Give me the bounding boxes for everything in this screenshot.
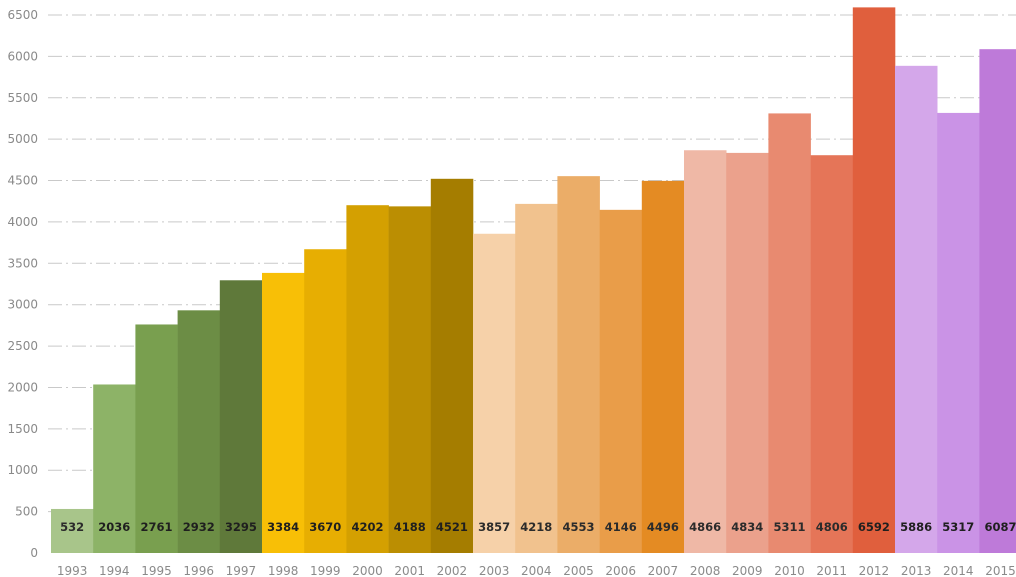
bar	[177, 310, 221, 553]
y-tick-label: 3000	[7, 298, 38, 312]
bar	[852, 7, 896, 553]
bar-value-label: 3384	[267, 520, 299, 534]
bar	[937, 112, 980, 553]
bar-value-label: 4188	[394, 520, 426, 534]
x-tick-label: 2005	[563, 564, 594, 577]
bar	[51, 508, 94, 553]
bar	[895, 65, 938, 553]
bar-value-label: 5886	[900, 520, 932, 534]
x-tick-label: 2010	[774, 564, 805, 577]
bar	[346, 205, 389, 554]
bar-value-label: 4553	[562, 520, 594, 534]
bar	[304, 249, 347, 553]
y-tick-label: 1000	[7, 463, 38, 477]
x-tick-label: 1995	[141, 564, 172, 577]
x-tick-label: 2001	[394, 564, 425, 577]
bar-value-label: 4806	[816, 520, 848, 534]
data-labels: 532 2036 2761 2932 3295 3384 3670 4202 4188 4521 3…	[60, 520, 1016, 534]
bar	[515, 203, 558, 553]
x-tick-label: 2002	[437, 564, 468, 577]
y-tick-label: 6500	[7, 8, 38, 22]
x-tick-label: 1999	[310, 564, 341, 577]
bar	[135, 324, 178, 553]
x-tick-label: 2009	[732, 564, 763, 577]
bar-value-label: 2761	[140, 520, 172, 534]
y-axis-ticks: 0 500 1000 1500 2000 2500 3000 3500 4000 4500 5000…	[7, 8, 38, 560]
x-tick-label: 2006	[605, 564, 636, 577]
bar-value-label: 5317	[942, 520, 974, 534]
bar-value-label: 4218	[520, 520, 552, 534]
x-tick-label: 1994	[99, 564, 130, 577]
bar-value-label: 4496	[647, 520, 679, 534]
y-tick-label: 2500	[7, 339, 38, 353]
x-tick-label: 2003	[479, 564, 510, 577]
x-tick-label: 2000	[352, 564, 383, 577]
bar-value-label: 6087	[984, 520, 1016, 534]
bar	[726, 152, 769, 553]
bar	[473, 233, 516, 553]
y-tick-label: 500	[15, 505, 38, 519]
y-tick-label: 1500	[7, 422, 38, 436]
y-tick-label: 4500	[7, 174, 38, 188]
bar-value-label: 3857	[478, 520, 510, 534]
x-tick-label: 2013	[901, 564, 932, 577]
y-tick-label: 4000	[7, 215, 38, 229]
bar	[599, 209, 643, 553]
bar-value-label: 4866	[689, 520, 721, 534]
bar-value-label: 2932	[183, 520, 215, 534]
bar	[979, 49, 1016, 554]
bar	[219, 280, 263, 553]
bar-value-label: 3670	[309, 520, 341, 534]
y-tick-label: 2000	[7, 380, 38, 394]
x-tick-label: 2012	[859, 564, 890, 577]
y-tick-label: 6000	[7, 49, 38, 63]
x-tick-label: 2014	[943, 564, 974, 577]
bar	[262, 272, 305, 553]
y-tick-label: 5500	[7, 91, 38, 105]
bar-value-label: 4834	[731, 520, 763, 534]
bar	[388, 206, 432, 553]
bars	[51, 7, 1016, 554]
bar	[93, 384, 136, 553]
x-tick-label: 1998	[268, 564, 299, 577]
x-axis-ticks: 1993 1994 1995 1996 1997 1998 1999 2000 2001 2002…	[57, 564, 1016, 577]
y-tick-label: 5000	[7, 132, 38, 146]
x-tick-label: 2007	[648, 564, 679, 577]
bar-value-label: 4146	[605, 520, 637, 534]
x-tick-label: 1997	[226, 564, 257, 577]
x-tick-label: 1996	[183, 564, 214, 577]
bar	[430, 178, 474, 554]
y-tick-label: 0	[30, 546, 38, 560]
bar	[684, 150, 727, 553]
bar	[810, 155, 854, 554]
bar-value-label: 6592	[858, 520, 890, 534]
x-tick-label: 2015	[985, 564, 1016, 577]
bar-value-label: 3295	[225, 520, 257, 534]
bar-value-label: 5311	[773, 520, 805, 534]
x-tick-label: 2004	[521, 564, 552, 577]
bar	[557, 176, 600, 554]
x-tick-label: 2008	[690, 564, 721, 577]
bar	[768, 113, 811, 554]
bar-value-label: 532	[60, 520, 84, 534]
bar	[641, 180, 685, 553]
x-tick-label: 1993	[57, 564, 88, 577]
x-tick-label: 2011	[816, 564, 847, 577]
y-tick-label: 3500	[7, 256, 38, 270]
bar-value-label: 4202	[351, 520, 383, 534]
bar-value-label: 2036	[98, 520, 130, 534]
bar-value-label: 4521	[436, 520, 468, 534]
